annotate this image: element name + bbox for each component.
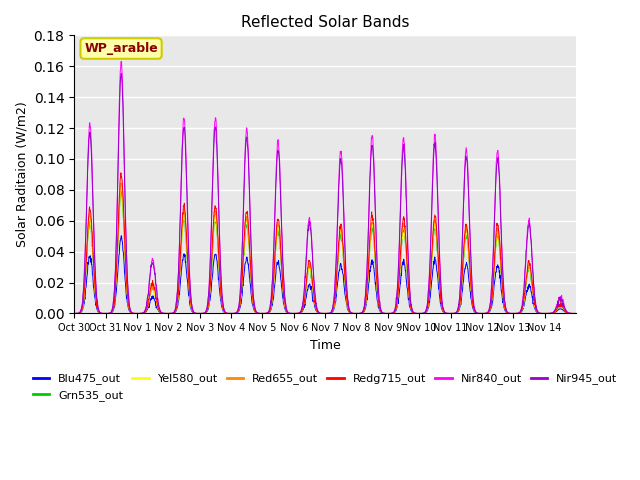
Redg715_out	[444, 311, 451, 316]
Nir840_out	[303, 252, 310, 258]
Red655_out	[566, 311, 573, 316]
Redg715_out	[117, 170, 125, 176]
Blu475_out	[517, 310, 525, 315]
Red655_out	[517, 309, 525, 315]
Grn535_out	[117, 188, 125, 194]
Redg715_out	[517, 309, 525, 315]
Nir945_out	[117, 71, 125, 76]
Red655_out	[312, 304, 319, 310]
Nir840_out	[117, 59, 125, 64]
Y-axis label: Solar Raditaion (W/m2): Solar Raditaion (W/m2)	[15, 102, 28, 247]
Red655_out	[117, 180, 125, 186]
Red655_out	[303, 280, 310, 286]
Line: Nir840_out: Nir840_out	[74, 61, 576, 313]
Yel580_out	[572, 311, 580, 316]
Blu475_out	[149, 294, 157, 300]
Nir840_out	[444, 311, 451, 316]
Grn535_out	[444, 311, 451, 316]
Redg715_out	[572, 311, 580, 316]
Nir945_out	[572, 311, 580, 316]
Redg715_out	[70, 311, 78, 316]
Yel580_out	[70, 311, 78, 316]
Blu475_out	[444, 311, 451, 316]
Nir840_out	[572, 311, 580, 316]
Grn535_out	[70, 311, 78, 316]
Red655_out	[572, 311, 580, 316]
Yel580_out	[303, 281, 310, 287]
Grn535_out	[572, 311, 580, 316]
Redg715_out	[149, 283, 157, 288]
Title: Reflected Solar Bands: Reflected Solar Bands	[241, 15, 410, 30]
Line: Yel580_out: Yel580_out	[74, 185, 576, 313]
Legend: Blu475_out, Grn535_out, Yel580_out, Red655_out, Redg715_out, Nir840_out, Nir945_: Blu475_out, Grn535_out, Yel580_out, Red6…	[28, 369, 622, 405]
Yel580_out	[566, 311, 573, 316]
Nir840_out	[70, 311, 78, 316]
Text: WP_arable: WP_arable	[84, 42, 158, 55]
Line: Red655_out: Red655_out	[74, 183, 576, 313]
Nir945_out	[303, 256, 310, 262]
Nir945_out	[70, 311, 78, 316]
Redg715_out	[566, 311, 573, 316]
X-axis label: Time: Time	[310, 339, 340, 352]
Blu475_out	[572, 311, 580, 316]
Red655_out	[444, 311, 451, 316]
Nir945_out	[517, 308, 525, 313]
Yel580_out	[312, 304, 319, 310]
Line: Grn535_out: Grn535_out	[74, 191, 576, 313]
Line: Redg715_out: Redg715_out	[74, 173, 576, 313]
Nir840_out	[312, 297, 319, 302]
Nir945_out	[566, 311, 573, 316]
Grn535_out	[517, 309, 525, 315]
Redg715_out	[312, 304, 319, 310]
Grn535_out	[149, 283, 157, 289]
Nir840_out	[566, 311, 573, 316]
Blu475_out	[70, 311, 78, 316]
Grn535_out	[312, 305, 319, 311]
Yel580_out	[149, 282, 157, 288]
Blu475_out	[303, 294, 310, 300]
Red655_out	[149, 282, 157, 288]
Nir945_out	[312, 300, 319, 306]
Yel580_out	[517, 309, 525, 315]
Grn535_out	[303, 282, 310, 288]
Nir840_out	[517, 308, 525, 313]
Blu475_out	[117, 233, 125, 239]
Line: Blu475_out: Blu475_out	[74, 236, 576, 313]
Grn535_out	[566, 311, 573, 316]
Nir945_out	[149, 260, 157, 265]
Redg715_out	[303, 280, 310, 286]
Yel580_out	[117, 182, 125, 188]
Red655_out	[70, 311, 78, 316]
Nir945_out	[444, 311, 451, 316]
Blu475_out	[566, 311, 573, 316]
Nir840_out	[149, 257, 157, 263]
Yel580_out	[444, 311, 451, 316]
Line: Nir945_out: Nir945_out	[74, 73, 576, 313]
Blu475_out	[312, 307, 319, 312]
